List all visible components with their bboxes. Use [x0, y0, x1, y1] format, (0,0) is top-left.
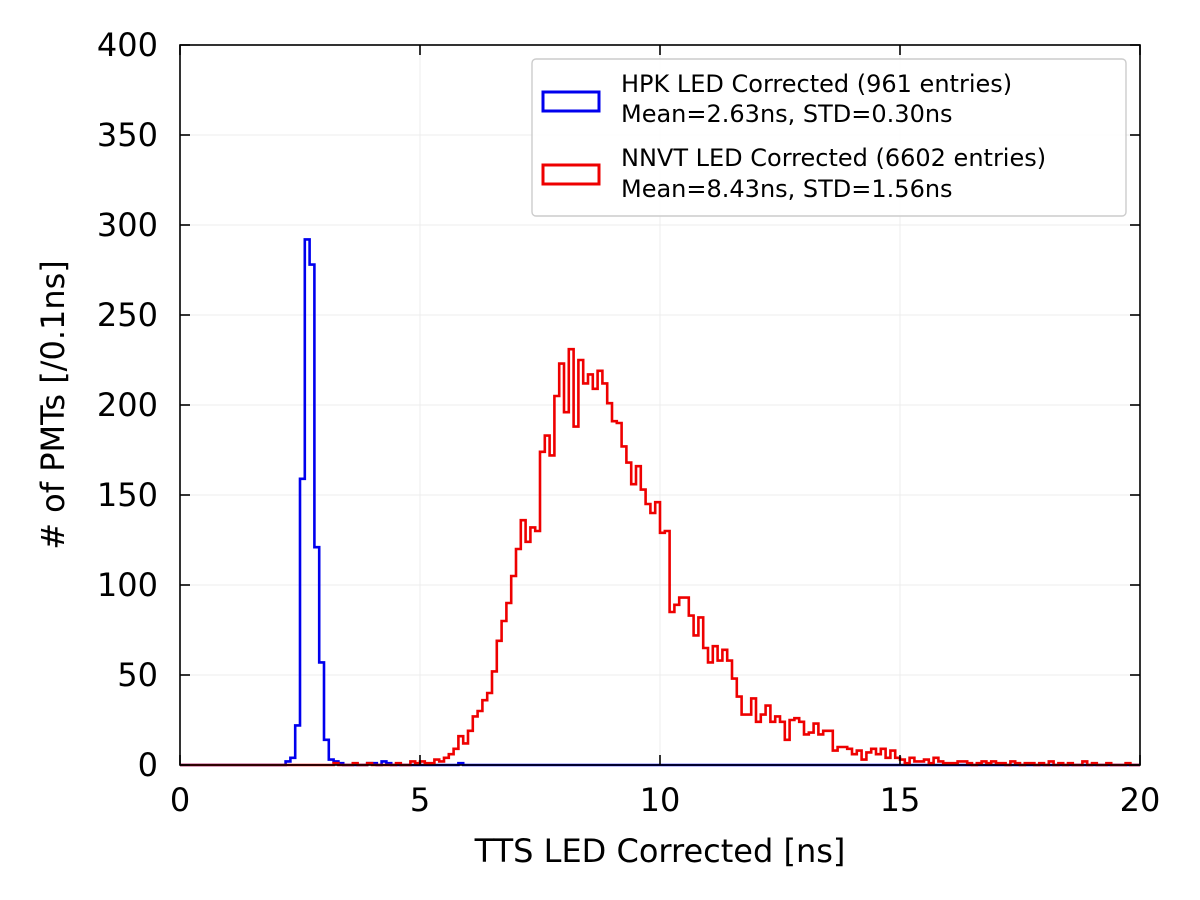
x-tick-label: 10 [640, 781, 681, 819]
legend-frame [531, 58, 1127, 217]
y-tick-label: 400 [97, 26, 158, 64]
y-tick-label: 50 [117, 656, 158, 694]
x-axis-label: TTS LED Corrected [ns] [474, 832, 846, 870]
histogram-series-1 [180, 347, 1140, 767]
x-tick-label: 5 [410, 781, 430, 819]
y-tick-label: 250 [97, 296, 158, 334]
y-tick-label: 350 [97, 116, 158, 154]
legend-swatch-nnvt [541, 163, 601, 186]
y-tick-label: 0 [138, 746, 158, 784]
x-tick-label: 0 [170, 781, 190, 819]
histogram-outline [180, 347, 1140, 767]
y-tick-label: 100 [97, 566, 158, 604]
legend-label-hpk: HPK LED Corrected (961 entries) [621, 70, 1012, 98]
legend-stats-nnvt: Mean=8.43ns, STD=1.56ns [621, 175, 953, 203]
y-tick-label: 150 [97, 476, 158, 514]
y-tick-label: 200 [97, 386, 158, 424]
legend: HPK LED Corrected (961 entries) Mean=2.6… [531, 58, 1127, 217]
x-tick-label: 15 [880, 781, 921, 819]
legend-stats-hpk: Mean=2.63ns, STD=0.30ns [621, 100, 953, 128]
y-axis-label: # of PMTs [/0.1ns] [34, 260, 72, 550]
legend-label-nnvt: NNVT LED Corrected (6602 entries) [621, 144, 1046, 172]
x-tick-label: 20 [1120, 781, 1161, 819]
legend-swatch-hpk [541, 90, 601, 113]
y-tick-label: 300 [97, 206, 158, 244]
